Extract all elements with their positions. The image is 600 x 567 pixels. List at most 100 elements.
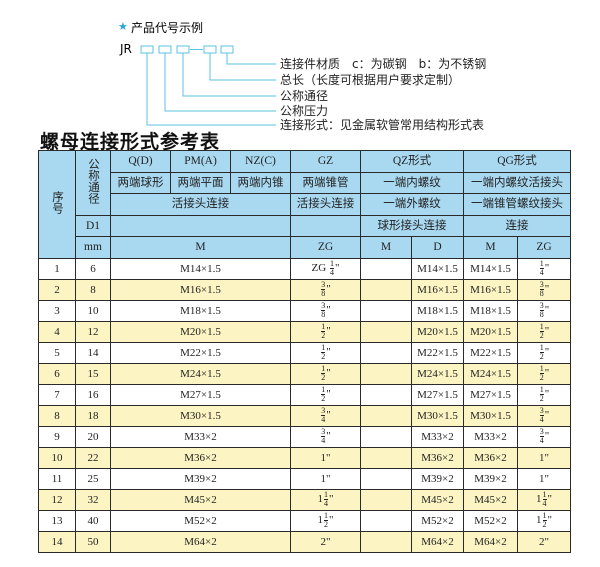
qg-zg-cell: 2" [517,530,571,553]
header-desc: 一端内螺纹 [360,171,464,194]
d1-cell: 20 [75,425,111,448]
qz-m-cell [360,425,412,448]
header-qz-d: D [411,236,464,259]
qz-m-cell [360,299,412,322]
qz-d-cell: M45×2 [411,488,464,511]
seq-cell: 3 [38,299,76,322]
d1-cell: 8 [75,278,111,301]
product-code-diagram [140,45,276,126]
qz-m-cell [360,467,412,490]
seq-cell: 14 [38,530,76,553]
qz-d-cell: M36×2 [411,446,464,469]
qg-zg-cell: 1 2 " [517,383,571,406]
header-desc: 两端平面 [170,171,231,194]
d1-cell: 6 [75,257,111,280]
qg-m-cell: M33×2 [463,425,518,448]
qg-zg-cell: 3 8 " [517,299,571,322]
qg-zg-cell: 1" [517,467,571,490]
m-cell: M14×1.5 [110,257,291,280]
table-row: 8 18 M30×1.5 3 4 " M30×1.5 M30×1.5 3 4 " [38,404,571,427]
table-row: 11 25 M39×2 1" M39×2 M39×2 1" [38,467,571,490]
qg-m-cell: M45×2 [463,488,518,511]
header-dn: 公称通径 [75,150,111,216]
label-material: 连接件材质 c：为碳钢 b：为不锈钢 [280,57,487,71]
qg-zg-cell: 1 1 4 " [517,488,571,511]
header-desc: 一端外螺纹 [360,193,464,216]
zg-whole: 2" [320,535,331,548]
qz-m-cell [360,383,412,406]
table-row: 9 20 M33×2 3 4 " M33×2 M33×2 3 4 " [38,425,571,448]
table-row: 6 15 M24×1.5 1 2 " M24×1.5 M24×1.5 1 2 " [38,362,571,385]
m-cell: M45×2 [110,488,291,511]
zg-cell: 1 2 " [290,383,361,406]
header-nzc: NZ(C) [230,150,291,173]
zg-whole: 1" [539,451,549,464]
m-cell: M27×1.5 [110,383,291,406]
qg-m-cell: M64×2 [463,530,518,553]
qg-m-cell: M36×2 [463,446,518,469]
qg-zg-cell: 1 1 2 " [517,509,571,532]
zg-cell: 3 4 " [290,404,361,427]
d1-cell: 15 [75,362,111,385]
qz-m-cell [360,341,412,364]
qz-m-cell [360,530,412,553]
qg-m-cell: M16×1.5 [463,278,518,301]
zg-cell: 1" [290,467,361,490]
seq-cell: 6 [38,362,76,385]
d1-cell: 22 [75,446,111,469]
label-nominal-diameter: 公称通径 [280,89,329,103]
qg-m-cell: M22×1.5 [463,341,518,364]
example-heading: 产品代号示例 [131,21,204,35]
zg-cell: 1 2 " [290,341,361,364]
d1-cell: 25 [75,467,111,490]
qg-m-cell: M39×2 [463,467,518,490]
qg-zg-cell: 3 4 " [517,404,571,427]
zg-cell: 3 8 " [290,278,361,301]
table-row: 1 6 M14×1.5 ZG 1 4 " M14×1.5 M14×1.5 1 4 " [38,257,571,280]
header-qg-zg: ZG [517,236,571,259]
table-row: 12 32 M45×2 1 1 4 " M45×2 M45×2 1 1 4 " [38,488,571,511]
header-gz: GZ [290,150,361,173]
qg-zg-cell: 1 2 " [517,341,571,364]
d1-cell: 12 [75,320,111,343]
d1-cell: 10 [75,299,111,322]
d1-cell: 16 [75,383,111,406]
header-desc: 活接头连接 [290,193,361,216]
m-cell: M22×1.5 [110,341,291,364]
seq-cell: 4 [38,320,76,343]
nut-connection-table: 序号 公称通径 Q(D) PM(A) NZ(C) GZ QZ形式 QG形式 两端… [38,150,571,553]
header-desc: 一端锥管螺纹接头 [463,193,571,216]
seq-cell: 8 [38,404,76,427]
seq-cell: 5 [38,341,76,364]
zg-cell: 1 2 " [290,320,361,343]
m-cell: M33×2 [110,425,291,448]
zg-cell: 2" [290,530,361,553]
seq-cell: 1 [38,257,76,280]
label-length: 总长（长度可根据用户要求定制） [280,73,461,87]
qz-m-cell [360,488,412,511]
zg-cell: 1 2 " [290,362,361,385]
d1-cell: 18 [75,404,111,427]
table-row: 3 10 M18×1.5 3 8 " M18×1.5 M18×1.5 3 8 " [38,299,571,322]
label-connection-type: 连接形式：见金属软管常用结构形式表 [280,118,485,132]
code-prefix: JR [120,42,132,56]
header-pma: PM(A) [170,150,231,173]
zg-whole: 2" [539,535,549,548]
m-cell: M64×2 [110,530,291,553]
qz-m-cell [360,404,412,427]
header-desc: 两端内锥 [230,171,291,194]
qz-d-cell: M14×1.5 [411,257,464,280]
zg-cell: ZG 1 4 " [290,257,361,280]
